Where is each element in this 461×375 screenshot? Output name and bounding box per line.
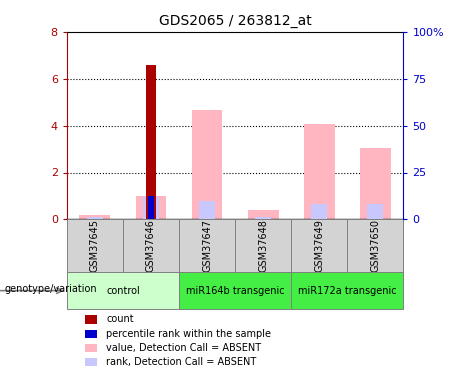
Text: value, Detection Call = ABSENT: value, Detection Call = ABSENT [106, 343, 261, 353]
Text: control: control [106, 286, 140, 296]
Bar [67, 272, 179, 309]
Bar [143, 197, 159, 219]
Bar [123, 219, 179, 272]
Bar [304, 124, 335, 219]
Text: GSM37647: GSM37647 [202, 219, 212, 272]
Bar [347, 219, 403, 272]
Text: GSM37648: GSM37648 [258, 219, 268, 272]
Bar [235, 219, 291, 272]
Bar [291, 272, 403, 309]
Bar [148, 196, 154, 219]
Text: GSM37645: GSM37645 [90, 219, 100, 272]
Text: GSM37646: GSM37646 [146, 219, 156, 272]
Bar [192, 110, 223, 219]
Bar [146, 64, 156, 219]
Text: percentile rank within the sample: percentile rank within the sample [106, 329, 271, 339]
Bar [311, 204, 327, 219]
Bar [79, 214, 110, 219]
Text: count: count [106, 315, 134, 324]
Text: miR164b transgenic: miR164b transgenic [186, 286, 284, 296]
Text: rank, Detection Call = ABSENT: rank, Detection Call = ABSENT [106, 357, 256, 367]
Bar [67, 219, 123, 272]
Bar [199, 201, 215, 219]
Bar [291, 219, 347, 272]
Bar [367, 204, 383, 219]
Bar [179, 272, 291, 309]
Text: genotype/variation: genotype/variation [5, 284, 97, 294]
Bar [360, 148, 391, 219]
Bar [87, 217, 103, 219]
Bar [136, 196, 166, 219]
Text: miR172a transgenic: miR172a transgenic [298, 286, 396, 296]
Text: GSM37650: GSM37650 [370, 219, 380, 272]
Bar [248, 210, 278, 219]
Bar [255, 217, 271, 219]
Bar [179, 219, 235, 272]
Title: GDS2065 / 263812_at: GDS2065 / 263812_at [159, 14, 312, 28]
Text: GSM37649: GSM37649 [314, 219, 324, 272]
